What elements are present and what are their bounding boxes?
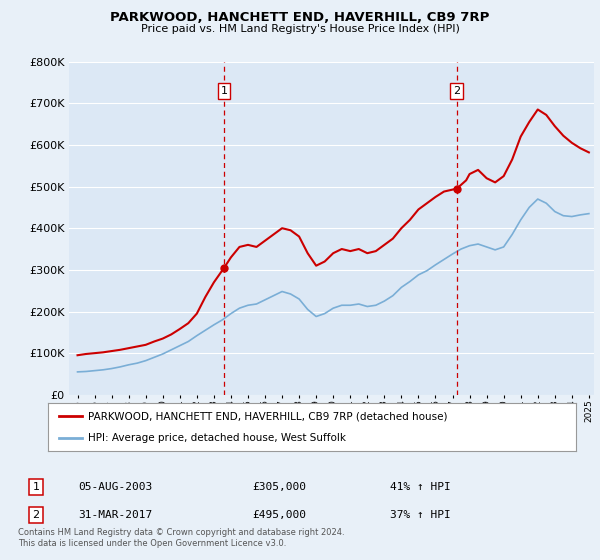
- Text: 37% ↑ HPI: 37% ↑ HPI: [390, 510, 451, 520]
- Text: 1: 1: [221, 86, 227, 96]
- Text: Contains HM Land Registry data © Crown copyright and database right 2024.
This d: Contains HM Land Registry data © Crown c…: [18, 528, 344, 548]
- Text: 41% ↑ HPI: 41% ↑ HPI: [390, 482, 451, 492]
- Text: £495,000: £495,000: [252, 510, 306, 520]
- Text: PARKWOOD, HANCHETT END, HAVERHILL, CB9 7RP: PARKWOOD, HANCHETT END, HAVERHILL, CB9 7…: [110, 11, 490, 24]
- Text: 2: 2: [453, 86, 460, 96]
- Text: £305,000: £305,000: [252, 482, 306, 492]
- Text: Price paid vs. HM Land Registry's House Price Index (HPI): Price paid vs. HM Land Registry's House …: [140, 24, 460, 34]
- Text: 05-AUG-2003: 05-AUG-2003: [78, 482, 152, 492]
- Text: 1: 1: [32, 482, 40, 492]
- Text: PARKWOOD, HANCHETT END, HAVERHILL, CB9 7RP (detached house): PARKWOOD, HANCHETT END, HAVERHILL, CB9 7…: [88, 411, 447, 421]
- Text: HPI: Average price, detached house, West Suffolk: HPI: Average price, detached house, West…: [88, 433, 346, 443]
- Text: 31-MAR-2017: 31-MAR-2017: [78, 510, 152, 520]
- Text: 2: 2: [32, 510, 40, 520]
